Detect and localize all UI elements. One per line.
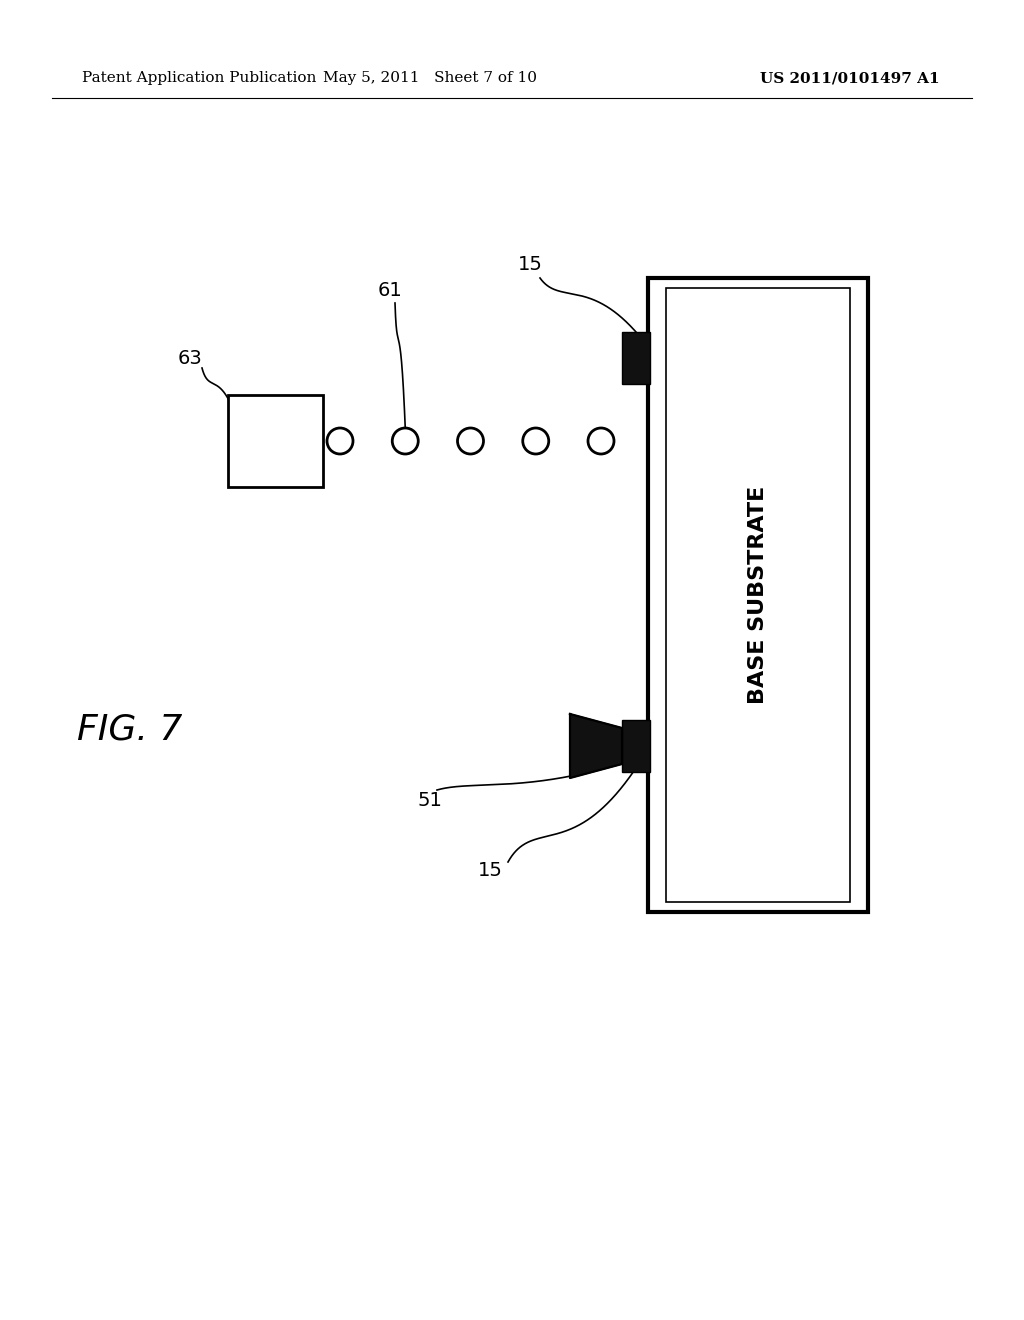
Circle shape xyxy=(392,428,418,454)
Text: FIG. 7: FIG. 7 xyxy=(78,713,182,747)
Circle shape xyxy=(327,428,353,454)
Bar xyxy=(648,279,868,912)
Text: 15: 15 xyxy=(517,256,543,275)
Circle shape xyxy=(458,428,483,454)
Circle shape xyxy=(522,428,549,454)
Text: 61: 61 xyxy=(378,281,402,300)
Text: Patent Application Publication: Patent Application Publication xyxy=(82,71,316,84)
Text: May 5, 2011   Sheet 7 of 10: May 5, 2011 Sheet 7 of 10 xyxy=(323,71,537,84)
Text: BASE SUBSTRATE: BASE SUBSTRATE xyxy=(748,486,768,704)
Text: 15: 15 xyxy=(477,861,503,879)
Text: 63: 63 xyxy=(178,348,203,367)
Bar xyxy=(622,719,650,772)
Bar xyxy=(622,333,650,384)
Bar xyxy=(228,395,323,487)
Polygon shape xyxy=(570,714,622,777)
Circle shape xyxy=(588,428,614,454)
Text: 51: 51 xyxy=(418,791,442,809)
Text: US 2011/0101497 A1: US 2011/0101497 A1 xyxy=(761,71,940,84)
Bar xyxy=(666,288,850,902)
